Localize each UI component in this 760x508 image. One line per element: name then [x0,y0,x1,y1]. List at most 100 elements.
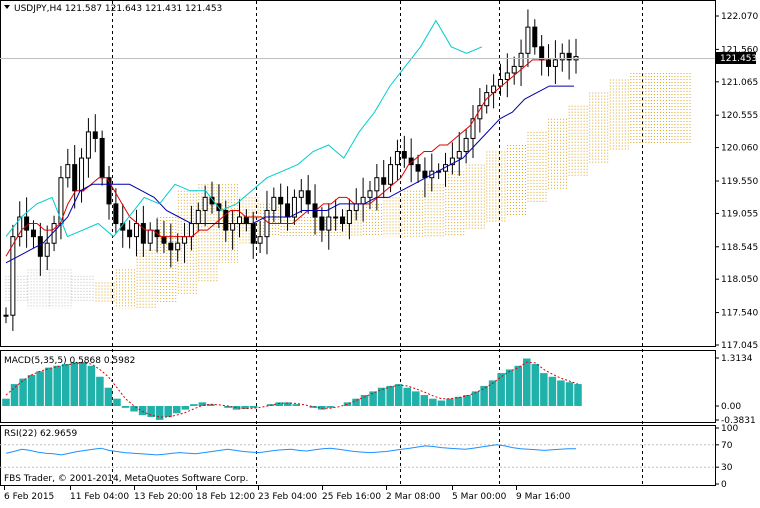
candle-body [539,46,545,61]
macd-histogram-bar [53,365,61,406]
macd-histogram-bar [207,404,215,406]
macd-histogram-bar [70,362,79,406]
candle-body [278,196,284,205]
rsi-tick-label: 30 [721,463,733,473]
macd-histogram-bar [87,365,96,406]
candle-body [381,177,387,185]
macd-histogram-bar [283,402,292,406]
macd-histogram-bar [27,374,36,406]
chevron-down-icon[interactable] [4,5,10,9]
candle-body [525,26,531,54]
candle-body [257,236,263,244]
candle-body [546,59,552,67]
macd-histogram-bar [44,367,53,406]
candle-body [470,118,476,139]
macd-histogram-bar [360,395,369,406]
candle-body [195,209,201,225]
candle-body [353,203,359,211]
macd-histogram-bar [309,405,318,408]
candle-body [250,223,256,244]
candle-body [182,236,188,244]
candle-body [559,52,565,61]
rsi-tick-label: 100 [721,424,738,434]
price-tick-label: 122.070 [721,12,758,22]
candle-body [85,131,91,159]
price-tick-label: 119.055 [721,209,758,219]
time-tick-label: 23 Feb 04:00 [258,492,317,502]
price-tick-label: 121.065 [721,78,758,88]
macd-histogram-bar [241,405,249,409]
time-tick-label: 6 Feb 2015 [4,492,54,502]
macd-histogram-bar [164,405,172,417]
symbol-title: USDJPY,H4 121.587 121.643 121.431 121.45… [14,4,222,14]
macd-histogram-bar [523,358,531,406]
candle-body [147,229,153,244]
ichimoku-lines [5,19,574,264]
macd-tick-label: -0.3831 [721,416,756,426]
time-tick-label: 25 Feb 16:00 [322,492,381,502]
candle-body [298,190,304,198]
candle-body [168,242,174,251]
candle-body [161,236,167,244]
macd-histogram-bar [36,371,44,406]
macd-histogram-bar [480,385,488,406]
macd-tick-label: 1.3134 [721,354,753,364]
candle-body [388,164,394,185]
candle-body [209,196,215,205]
macd-histogram-bar [104,387,113,406]
price-axis: 122.070 121.560 121.065 120.555 120.060 119.5… [715,12,758,351]
time-tick-label: 13 Feb 20:00 [134,492,193,502]
macd-tick-label: 0.00 [721,402,741,412]
time-tick-label: 5 Mar 00:00 [452,492,507,502]
macd-histogram-bar [2,398,10,406]
price-tick-label: 117.045 [721,341,758,351]
chikou-span-line [5,19,483,238]
candle-body [113,203,119,225]
macd-histogram-bar [412,391,420,406]
price-tick-label: 120.060 [721,144,758,154]
candle-body [175,242,181,251]
candle-body [532,26,538,48]
candle-body [3,314,9,317]
candle-body [188,223,194,238]
candle-body [24,216,30,231]
macd-signal-line [5,361,579,418]
rsi-line [5,444,576,456]
candle-body [518,52,524,67]
macd-histogram-bar [497,373,505,406]
rsi-tick-label: 70 [721,441,733,451]
candle-body [17,216,23,238]
time-tick-label: 9 Mar 16:00 [516,492,571,502]
copyright-text: FBS Trader, © 2001-2014, MetaQuotes Soft… [4,474,248,484]
rsi-tick-label: 0 [721,480,727,490]
candle-body [401,151,407,159]
candle-body [511,65,517,74]
candle-body [504,72,510,81]
candle-body [305,190,311,205]
macd-histogram-bar [403,387,412,406]
candle-body [566,52,572,61]
macd-histogram-bar [181,405,190,410]
candle-body [99,137,105,179]
candle-body [291,196,297,218]
candle-body [367,190,373,198]
macd-histogram-bar [369,391,377,406]
candle-body [230,223,236,231]
macd-histogram-bar [454,396,463,406]
candlesticks [3,9,579,331]
macd-histogram-bar [557,380,565,406]
candle-body [463,137,469,153]
candle-body [346,209,352,225]
candle-body [449,157,455,166]
macd-histogram-bar [343,402,352,406]
macd-histogram-bar [147,405,155,417]
candle-body [394,151,400,166]
macd-histogram-bar [138,405,147,416]
price-tick-label: 118.545 [721,243,758,253]
price-tick-label: 119.550 [721,177,758,187]
candle-body [202,196,208,211]
candle-body [552,59,558,67]
candle-body [243,216,249,225]
